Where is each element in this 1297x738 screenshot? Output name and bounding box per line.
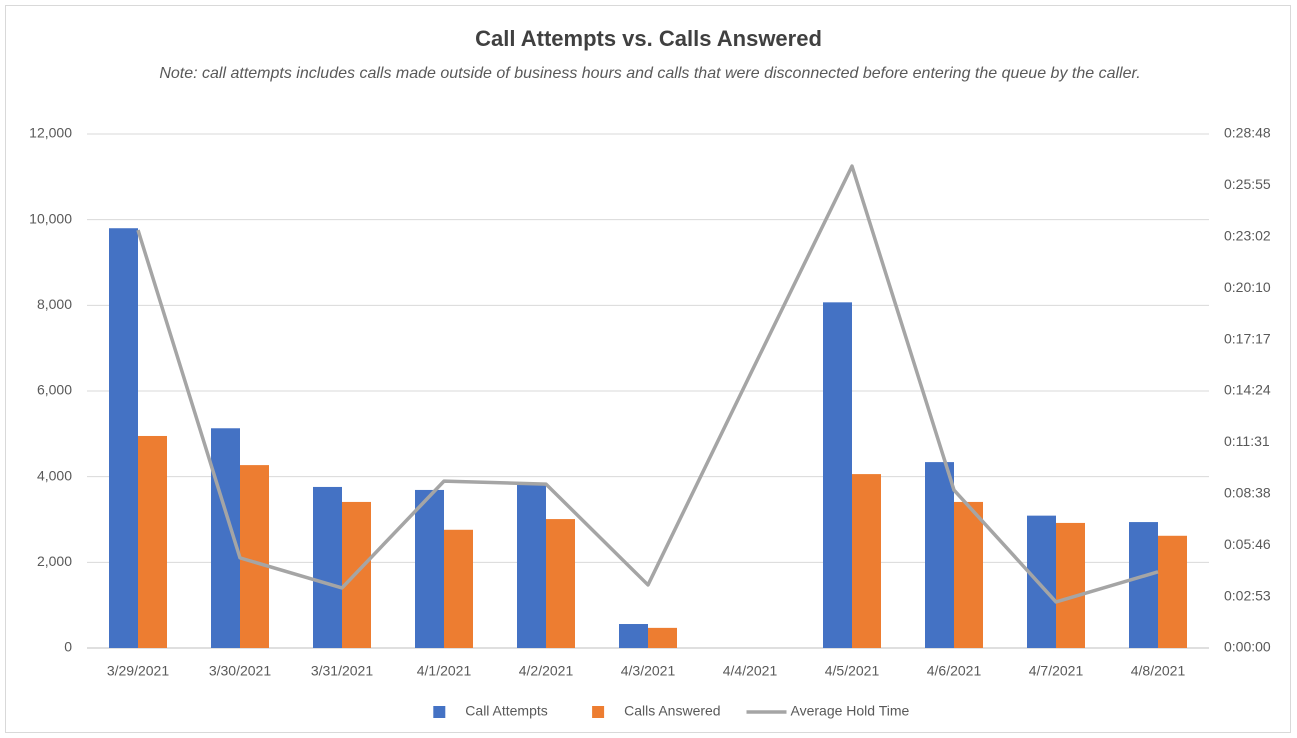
y-tick-label: 6,000 — [37, 382, 72, 398]
bar — [240, 465, 269, 648]
y-tick-label: 2,000 — [37, 553, 72, 569]
y2-tick-label: 0:23:02 — [1224, 228, 1271, 244]
bar — [823, 302, 852, 648]
bar — [648, 627, 677, 648]
legend-label: Call Attempts — [465, 703, 547, 719]
y-tick-label: 12,000 — [29, 125, 72, 141]
x-tick-label: 4/1/2021 — [417, 663, 472, 679]
y2-tick-label: 0:08:38 — [1224, 485, 1271, 501]
y-tick-label: 4,000 — [37, 467, 72, 483]
chart-frame — [5, 5, 1291, 733]
y2-tick-label: 0:28:48 — [1224, 125, 1271, 141]
bar — [1027, 515, 1056, 648]
y2-tick-label: 0:05:46 — [1224, 536, 1271, 552]
x-tick-label: 4/3/2021 — [621, 663, 676, 679]
bar — [954, 501, 983, 648]
bar — [1129, 522, 1158, 648]
legend-label: Average Hold Time — [791, 703, 910, 719]
bar — [313, 486, 342, 648]
y2-tick-label: 0:17:17 — [1224, 330, 1271, 346]
y-tick-label: 0 — [64, 639, 72, 655]
bar — [517, 483, 546, 648]
bar — [1158, 535, 1187, 648]
y-tick-label: 8,000 — [37, 296, 72, 312]
x-tick-label: 4/8/2021 — [1131, 663, 1186, 679]
y2-tick-label: 0:25:55 — [1224, 176, 1271, 192]
bar — [109, 228, 138, 648]
chart-subtitle: Note: call attempts includes calls made … — [159, 65, 1141, 82]
y2-tick-label: 0:02:53 — [1224, 587, 1271, 603]
legend-swatch — [592, 706, 605, 718]
bar — [619, 624, 648, 648]
chart-title: Call Attempts vs. Calls Answered — [475, 26, 822, 51]
x-tick-label: 3/30/2021 — [209, 663, 271, 679]
x-tick-label: 4/7/2021 — [1029, 663, 1084, 679]
bar — [852, 474, 881, 648]
bar — [546, 519, 575, 648]
bar — [925, 462, 954, 648]
x-tick-label: 3/29/2021 — [107, 663, 169, 679]
x-tick-label: 4/2/2021 — [519, 663, 574, 679]
bar — [1056, 522, 1085, 648]
bar — [415, 489, 444, 648]
y2-tick-label: 0:00:00 — [1224, 639, 1271, 655]
y2-tick-label: 0:14:24 — [1224, 382, 1271, 398]
legend-swatch — [433, 706, 446, 718]
y-tick-label: 10,000 — [29, 210, 72, 226]
x-tick-label: 3/31/2021 — [311, 663, 373, 679]
bar — [444, 529, 473, 648]
x-tick-label: 4/6/2021 — [927, 663, 982, 679]
x-tick-label: 4/5/2021 — [825, 663, 880, 679]
line — [136, 164, 1159, 604]
bar — [138, 435, 167, 648]
y2-tick-label: 0:20:10 — [1224, 279, 1271, 295]
legend-label: Calls Answered — [624, 703, 721, 719]
y2-tick-label: 0:11:31 — [1224, 433, 1270, 449]
x-tick-label: 4/4/2021 — [723, 663, 778, 679]
